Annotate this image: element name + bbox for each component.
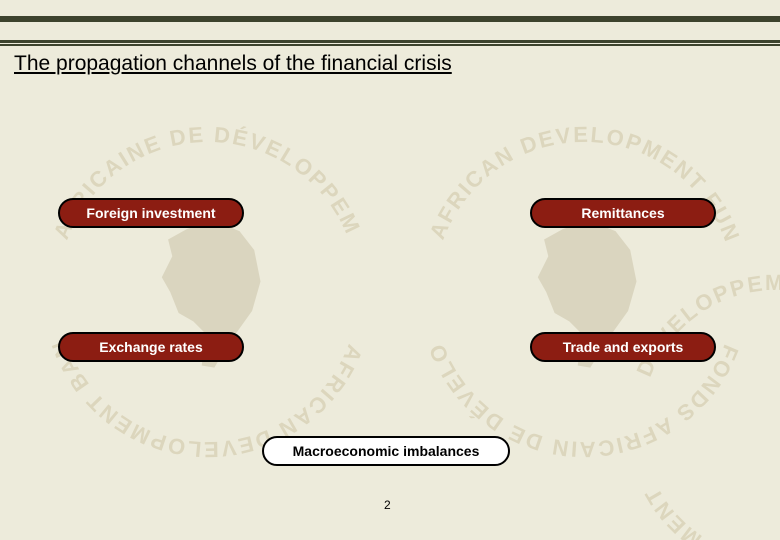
channel-remittances: Remittances [530,198,716,228]
svg-text:DÉVELOPPEMENT: DÉVELOPPEMENT [631,270,780,380]
svg-text:AFRICAN DEVELOPMENT: AFRICAN DEVELOPMENT [639,468,780,540]
top-band-2 [0,44,780,46]
channel-macroeconomic-imbalances: Macroeconomic imbalances [262,436,510,466]
slide-title: The propagation channels of the financia… [14,52,452,76]
channel-trade-and-exports: Trade and exports [530,332,716,362]
top-band-0 [0,16,780,22]
channel-foreign-investment: Foreign investment [58,198,244,228]
top-band-1 [0,40,780,43]
page-number: 2 [384,498,391,512]
channel-exchange-rates: Exchange rates [58,332,244,362]
slide-root: AFRICAINE DE DÉVELOPPEMENTAFRICAN DEVELO… [0,0,780,540]
